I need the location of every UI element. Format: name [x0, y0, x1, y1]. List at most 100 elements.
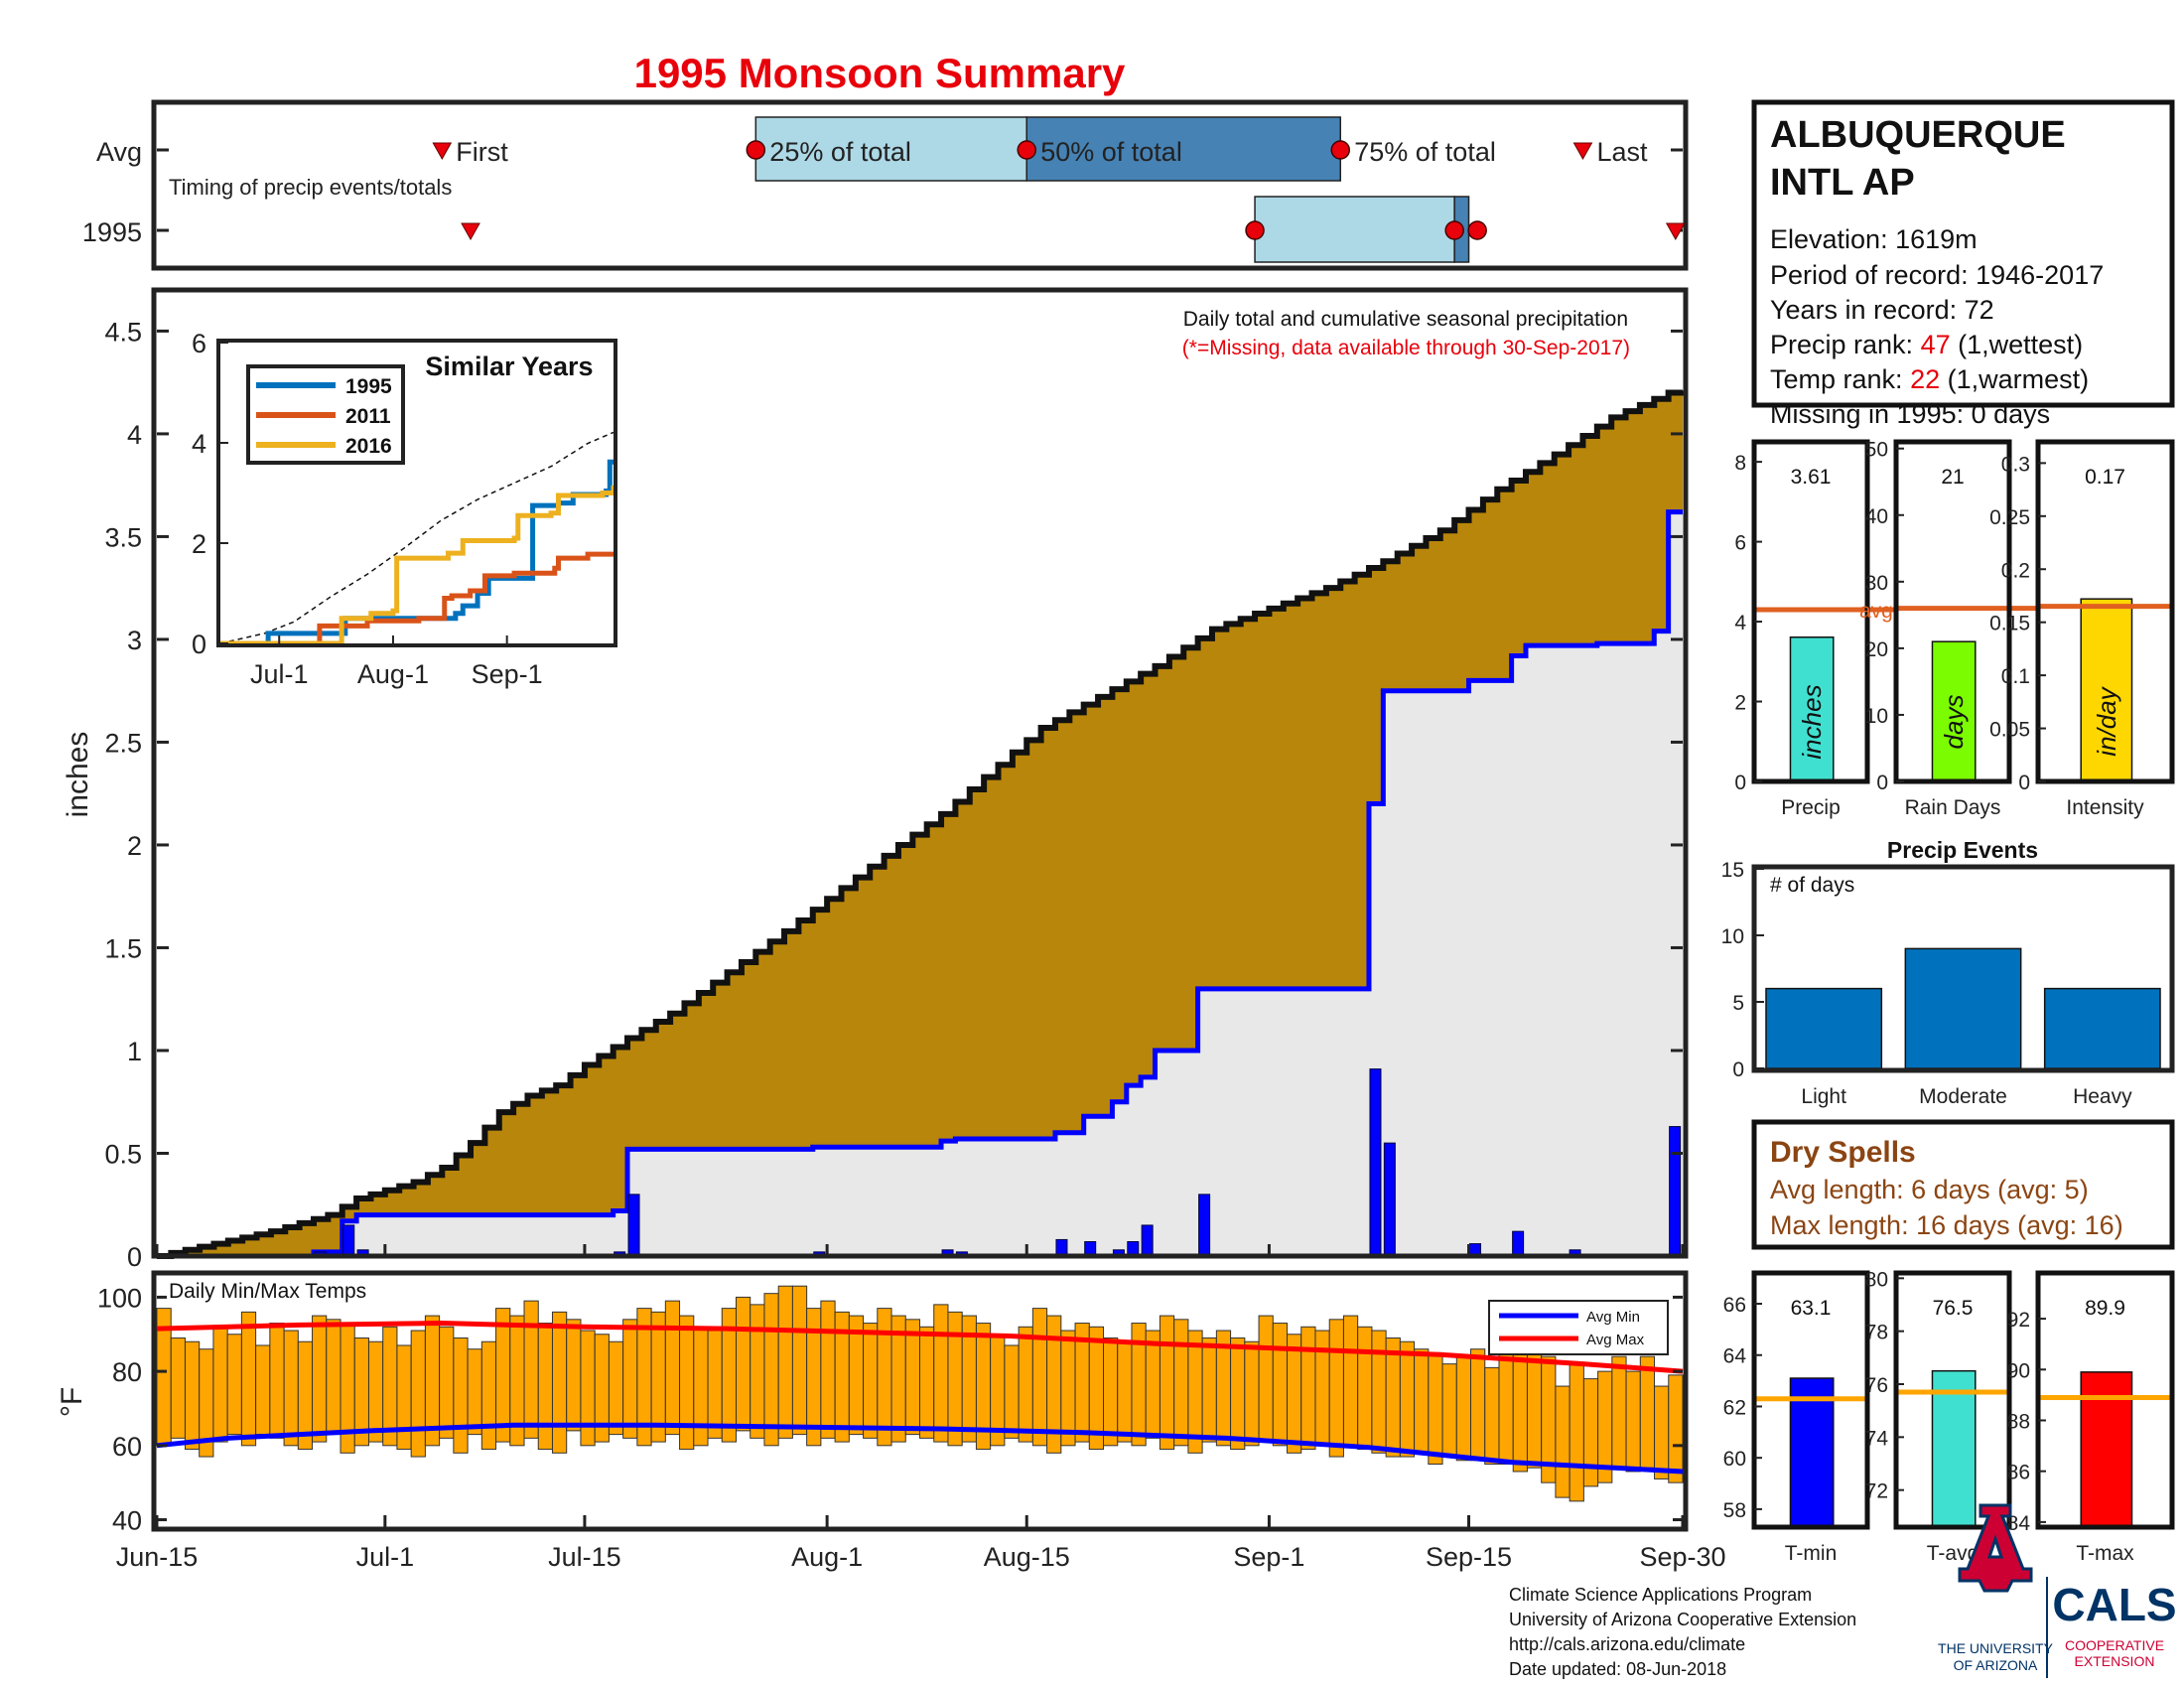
daily-temp-bar [664, 1300, 681, 1436]
tavg-y-tick-label: 80 [1865, 1268, 1888, 1291]
events-title: Precip Events [1887, 837, 2038, 863]
raindays-y-tick-label: 50 [1865, 439, 1888, 462]
tmin-panel-frame [1751, 1270, 1870, 1530]
avg-50pct-marker [1017, 140, 1036, 160]
daily-temp-bar [1455, 1355, 1472, 1462]
tmax-y-tick-label: 92 [2007, 1309, 2030, 1332]
tmax-y-tick-label: 88 [2007, 1410, 2030, 1433]
daily-temps-chart: 40 60 80 100 Jun-15 Jul-1 Jul-15 Aug-1 Aug-15 Se… [56, 1244, 1726, 1572]
timing-row-year-label: 1995 [82, 217, 142, 247]
seasonal-precip-panels: 0 2 4 6 8 3.61 Precip inches avg 0 10 20 30 40 50 21 Rai… [1734, 439, 2175, 819]
daily-temp-bar [453, 1337, 469, 1454]
daily-precip-bars [314, 1068, 1682, 1257]
events-y-tick-label: 10 [1721, 925, 1744, 948]
daily-temp-bar [735, 1296, 751, 1432]
daily-precip-bar [342, 1224, 355, 1257]
event-category-label: Moderate [1919, 1085, 2007, 1108]
raindays-y-tick-label: 30 [1865, 572, 1888, 595]
inset-x-tick-label: Aug-1 [357, 659, 429, 689]
main-precip-chart: 0 0.5 1 1.5 2 2.5 3 3.5 4 4.5 inches Daily total … [62, 287, 1689, 1272]
avg-25-50-box [754, 116, 1027, 182]
ua-block-a-icon [1958, 1503, 2033, 1593]
main-y-tick-label: 3.5 [104, 522, 142, 552]
daily-temp-bar [1625, 1370, 1641, 1473]
main-y-tick-label: 2 [127, 831, 142, 861]
tmin-xlabel: T-min [1785, 1542, 1838, 1565]
x-tick-label: Jul-15 [548, 1542, 621, 1572]
footer-line-1: Climate Science Applications Program [1509, 1585, 1812, 1605]
precip-y-tick-label: 0 [1734, 772, 1746, 794]
station-period: Period of record: 1946-2017 [1770, 260, 2104, 290]
events-frame [1751, 864, 2175, 1073]
daily-temp-bar [255, 1344, 271, 1436]
similar-years-inset: 0 2 4 6 Jul-1 Aug-1 Sep-1 Similar Years 1995 2… [192, 329, 617, 689]
daily-temp-bar [679, 1315, 695, 1451]
station-name-1: ALBUQUERQUE [1770, 114, 2066, 156]
main-y-tick-label: 1.5 [104, 933, 142, 963]
year-25-50-box [1254, 196, 1455, 263]
inset-y-tick-label: 0 [192, 630, 206, 659]
daily-temp-bar [410, 1330, 426, 1458]
inset-series-2011-line [220, 551, 614, 646]
p75-label: 75% of total [1354, 137, 1496, 167]
main-y-tick-label: 4.5 [104, 317, 142, 347]
ua-logo: THE UNIVERSITY OF ARIZONA CALS COOPERATI… [1938, 1503, 2177, 1678]
avg-75pct-marker [1330, 140, 1351, 160]
daily-temp-bar [1441, 1363, 1457, 1458]
year-last-marker [1665, 222, 1686, 241]
tavg-y-tick-label: 76 [1865, 1374, 1888, 1397]
precip-panel-frame [1751, 439, 1870, 784]
precip-y-tick-label: 4 [1734, 612, 1746, 634]
daily-temp-bar [1428, 1351, 1443, 1465]
year-25pct-marker [1245, 220, 1265, 240]
daily-temp-bar [1470, 1348, 1486, 1462]
tmax-value-label: 89.9 [2085, 1297, 2125, 1320]
intensity-y-tick-label: 0.25 [1989, 506, 2030, 529]
daily-temp-bar [1611, 1355, 1627, 1469]
x-tick-label: Sep-15 [1426, 1542, 1512, 1572]
x-tick-label: Jul-1 [356, 1542, 415, 1572]
precip-events-chart: Precip Events Light Moderate Heavy 0 5 10 15 #… [1721, 837, 2175, 1108]
intensity-y-tick-label: 0.3 [2001, 453, 2030, 476]
temps-y-axis: 40 60 80 100 [97, 1283, 1683, 1536]
tavg-panel-frame [1893, 1270, 2012, 1530]
daily-temp-bar [820, 1300, 836, 1439]
daily-temp-bar [1371, 1330, 1387, 1454]
raindays-y-tick-label: 20 [1865, 638, 1888, 661]
event-bar [1904, 947, 2022, 1069]
daily-temp-bar [1117, 1340, 1133, 1443]
temps-y-tick-label: 80 [112, 1357, 142, 1387]
tmax-y-tick-label: 86 [2007, 1462, 2030, 1484]
raindays-y-tick-label: 0 [1876, 772, 1888, 794]
inset-x-tick-label: Jul-1 [250, 659, 309, 689]
event-category-label: Heavy [2073, 1085, 2132, 1108]
inset-y-tick-label: 4 [192, 429, 206, 459]
precip-value-label: 3.61 [1791, 466, 1832, 489]
timing-left-ticks [157, 148, 1683, 232]
intensity-y-tick-label: 0.1 [2001, 665, 2030, 688]
tmax-y-tick-label: 90 [2007, 1359, 2030, 1382]
daily-temp-bar [1272, 1323, 1289, 1447]
daily-temp-bar [312, 1315, 328, 1443]
daily-temp-bar [523, 1300, 539, 1439]
daily-temp-bar [1357, 1326, 1373, 1451]
daily-temp-bar [1258, 1315, 1274, 1443]
tmin-y-tick-label: 66 [1723, 1294, 1746, 1317]
intensity-unit-label: in/day [2092, 685, 2121, 756]
temps-ylabel: °F [56, 1387, 88, 1417]
daily-temp-bar [1018, 1326, 1033, 1443]
daily-precip-bar [1141, 1224, 1154, 1257]
daily-temp-bar [1639, 1355, 1656, 1469]
cals-line-1: COOPERATIVE [2065, 1637, 2164, 1653]
panel-tmin: 58 60 62 64 66 63.1 T-min [1723, 1270, 1870, 1565]
panel-intensity: 0 0.05 0.1 0.15 0.2 0.25 0.3 0.17 Intensity in/da… [1989, 439, 2175, 819]
year-75pct-marker [1467, 220, 1487, 240]
inset-y-tick-label: 6 [192, 329, 206, 358]
year-cumulative-line [157, 509, 1683, 1259]
events-ylabel: # of days [1770, 874, 1854, 897]
events-y-tick-label: 0 [1732, 1058, 1744, 1081]
panel-raindays: 0 10 20 30 40 50 21 Rain Days days [1865, 439, 2038, 819]
station-elevation: Elevation: 1619m [1770, 224, 1978, 254]
daily-temp-bar [170, 1337, 186, 1439]
